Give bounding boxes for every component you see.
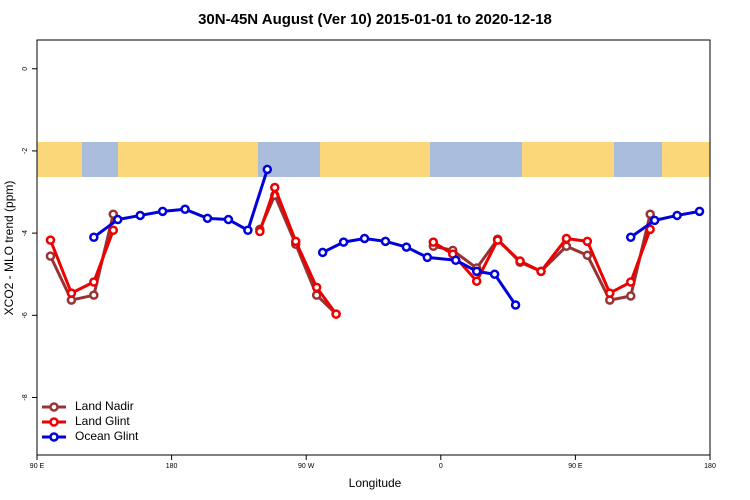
x-tick-label: 90 E (568, 463, 583, 470)
data-point (45, 251, 56, 261)
data-point (270, 182, 280, 193)
data-point (625, 291, 636, 301)
data-point (311, 282, 322, 293)
y-tick-label: -8 (22, 394, 29, 400)
data-point (255, 226, 265, 237)
legend-marker (49, 432, 59, 442)
legend-marker (49, 402, 59, 412)
plot-frame (36, 39, 711, 456)
data-point (113, 214, 123, 225)
data-point (605, 288, 615, 298)
data-point (290, 236, 301, 247)
data-point (510, 300, 521, 310)
data-point (89, 232, 99, 242)
data-point (492, 235, 503, 245)
data-point (45, 235, 56, 245)
x-tick-label: 0 (439, 463, 443, 470)
data-point (331, 309, 341, 319)
chart-title: 30N-45N August (Ver 10) 2015-01-01 to 20… (198, 11, 552, 28)
data-point (536, 266, 546, 277)
data-point (645, 224, 655, 235)
legend-label: Land Glint (75, 414, 130, 428)
map-land (118, 142, 258, 177)
x-axis-label: Longitude (349, 476, 402, 490)
y-tick-label: 0 (22, 67, 29, 71)
data-point (649, 215, 660, 226)
legend-label: Land Nadir (75, 399, 134, 413)
data-point (582, 236, 593, 247)
y-tick-label: -2 (22, 148, 29, 154)
data-point (694, 206, 705, 217)
data-point (401, 242, 412, 252)
data-point (451, 255, 461, 265)
map-land (522, 142, 614, 177)
data-point (561, 233, 572, 244)
data-point (380, 236, 391, 247)
data-point (262, 164, 273, 175)
data-point (672, 210, 682, 221)
data-point (66, 288, 77, 298)
data-point (89, 290, 99, 300)
x-tick-label: 180 (704, 463, 716, 470)
data-point (135, 210, 145, 221)
data-point (202, 213, 213, 224)
y-axis-label: XCO2 - MLO trend (ppm) (2, 181, 16, 316)
map-land (37, 142, 82, 177)
legend-label: Ocean Glint (75, 429, 139, 443)
x-tick-label: 90 E (30, 463, 45, 470)
y-tick-label: -6 (22, 312, 29, 318)
x-tick-label: 90 W (298, 463, 315, 470)
data-point (180, 204, 190, 215)
data-point (625, 232, 636, 242)
data-point (359, 233, 370, 244)
data-point (317, 247, 328, 258)
data-point (471, 276, 482, 286)
y-tick-label: -4 (22, 230, 29, 236)
data-point (422, 252, 433, 263)
data-point (515, 256, 525, 266)
x-tick-label: 180 (166, 463, 178, 470)
data-point (243, 225, 253, 235)
map-land (320, 142, 430, 177)
data-point (157, 206, 168, 217)
data-point (428, 237, 439, 247)
data-point (471, 266, 482, 277)
data-point (223, 214, 234, 225)
map-band (37, 142, 710, 177)
data-point (89, 277, 99, 287)
data-point (625, 277, 636, 287)
data-point (582, 250, 593, 261)
map-land (662, 142, 710, 177)
data-point (108, 225, 119, 235)
data-point (645, 209, 655, 219)
data-point (338, 237, 349, 247)
data-point (489, 269, 500, 279)
legend-marker (49, 417, 59, 427)
